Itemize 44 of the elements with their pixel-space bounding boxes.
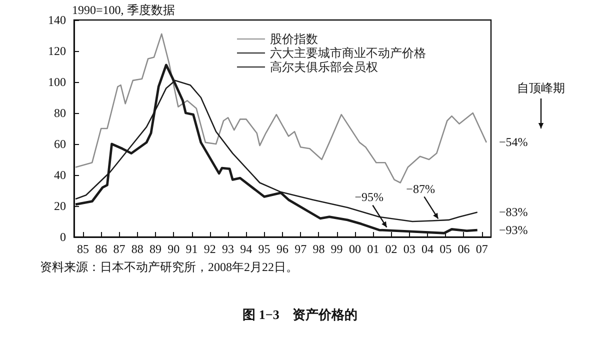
y-tick-label: 120: [48, 44, 66, 58]
x-tick-label: 06: [458, 242, 470, 256]
y-tick-label: 0: [60, 230, 66, 244]
x-tick-label: 89: [150, 242, 162, 256]
annotation: −83%: [499, 204, 528, 220]
y-tick-label: 140: [48, 13, 66, 27]
x-tick-label: 99: [330, 242, 343, 256]
x-tick-label: 97: [294, 242, 307, 256]
x-tick-label: 03: [403, 242, 416, 256]
annotation: −95%: [354, 189, 384, 206]
x-tick-label: 85: [76, 242, 89, 256]
x-tick-label: 96: [276, 242, 288, 256]
annotation: −54%: [499, 134, 528, 150]
x-tick-label: 91: [186, 242, 198, 256]
x-tick-label: 01: [367, 242, 380, 256]
y-tick-label: 60: [54, 137, 66, 151]
legend-label: 高尔夫俱乐部会员权: [270, 60, 378, 74]
annotation: −87%: [406, 180, 435, 197]
y-tick-label: 100: [48, 75, 66, 89]
x-tick-label: 00: [348, 242, 361, 256]
text: 资料来源：日本不动产研究所，2008年2月22日。: [40, 259, 298, 275]
x-tick-label: 93: [222, 242, 234, 256]
x-tick-label: 98: [312, 242, 325, 256]
x-tick-label: 95: [258, 242, 270, 256]
x-tick-label: 04: [422, 242, 434, 256]
line-series: [74, 33, 488, 184]
text: 自顶峰期: [517, 80, 565, 96]
x-tick-label: 02: [385, 242, 398, 256]
y-axis-title: 1990=100, 季度数据: [72, 3, 175, 17]
y-tick-label: 40: [54, 168, 66, 182]
x-tick-label: 92: [204, 242, 216, 256]
x-tick-label: 88: [131, 242, 144, 256]
text: 图 1−3 资产价格的: [242, 307, 358, 322]
x-tick-label: 07: [476, 242, 488, 256]
x-tick-label: 87: [113, 242, 126, 256]
x-tick-label: 86: [95, 242, 108, 256]
legend-label: 股价指数: [270, 32, 318, 46]
y-tick-label: 80: [54, 106, 66, 120]
legend-label: 六大主要城市商业不动产价格: [270, 46, 426, 60]
x-tick-label: 90: [168, 242, 180, 256]
annotation: −93%: [499, 222, 528, 238]
x-tick-label: 05: [440, 242, 452, 256]
x-tick-label: 94: [240, 242, 252, 256]
y-tick-label: 20: [54, 199, 66, 213]
